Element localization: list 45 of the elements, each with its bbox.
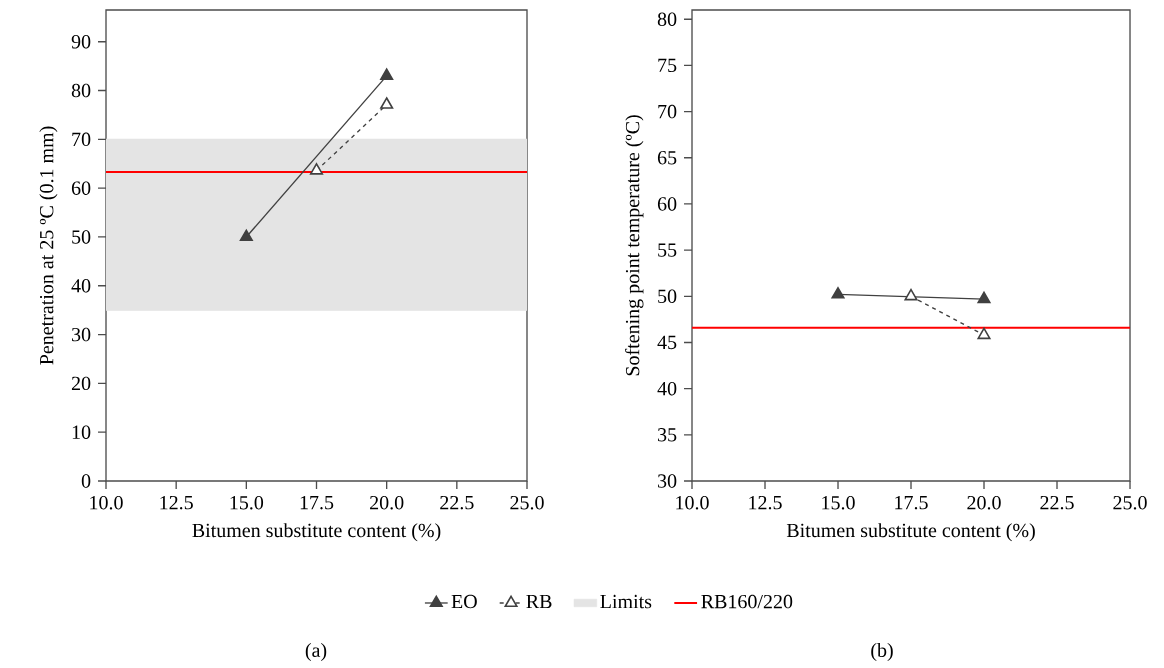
x-tick-label: 22.5 bbox=[440, 495, 474, 510]
y-tick-label: 50 bbox=[658, 289, 677, 304]
legend-label: RB160/220 bbox=[701, 594, 793, 609]
y-tick-label: 40 bbox=[71, 279, 91, 293]
x-tick-label: 15.0 bbox=[822, 495, 855, 510]
x-tick-label: 20.0 bbox=[967, 495, 1001, 510]
x-tick-label: 22.5 bbox=[1040, 495, 1074, 510]
y-tick-label: 35 bbox=[658, 428, 677, 442]
x-tick-label: 25.0 bbox=[510, 495, 544, 510]
x-axis-title: Bitumen substitute content (%) bbox=[192, 523, 441, 542]
y-tick-label: 70 bbox=[72, 132, 91, 147]
legend-label: Limits bbox=[600, 594, 652, 609]
y-tick-label: 30 bbox=[658, 474, 677, 488]
y-tick-label: 0 bbox=[81, 474, 91, 488]
y-tick-label: 75 bbox=[658, 58, 677, 73]
x-tick-label: 17.5 bbox=[895, 495, 928, 510]
y-tick-label: 10 bbox=[72, 425, 91, 439]
y-tick-label: 30 bbox=[72, 327, 91, 342]
y-tick-label: 20 bbox=[71, 376, 91, 391]
y-tick-label: 45 bbox=[657, 335, 677, 350]
x-tick-label: 10.0 bbox=[676, 495, 709, 510]
y-tick-label: 65 bbox=[657, 151, 677, 165]
x-tick-label: 25.0 bbox=[1113, 495, 1147, 510]
x-tick-label: 17.5 bbox=[300, 495, 334, 510]
x-axis-title: Bitumen substitute content (%) bbox=[786, 523, 1035, 542]
x-tick-label: 12.5 bbox=[160, 495, 193, 510]
x-tick-label: 15.0 bbox=[230, 495, 264, 510]
y-tick-label: 60 bbox=[657, 197, 677, 211]
y-tick-label: 60 bbox=[71, 181, 91, 195]
y-tick-label: 80 bbox=[657, 12, 677, 26]
text: (b) bbox=[871, 642, 893, 662]
y-tick-label: 55 bbox=[658, 243, 677, 257]
x-tick-label: 10.0 bbox=[90, 495, 123, 510]
y-axis-title: Softening point temperature (ºC) bbox=[625, 115, 644, 376]
y-tick-label: 70 bbox=[658, 104, 677, 119]
y-axis-title: Penetration at 25 ºC (0.1 mm) bbox=[39, 126, 58, 365]
y-tick-label: 90 bbox=[71, 34, 91, 49]
legend-label: RB bbox=[526, 594, 552, 609]
text: (a) bbox=[305, 642, 327, 662]
y-tick-label: 40 bbox=[657, 381, 677, 396]
x-tick-label: 20.0 bbox=[370, 495, 404, 510]
x-tick-label: 12.5 bbox=[749, 495, 782, 510]
y-tick-label: 80 bbox=[71, 83, 91, 98]
legend-label: EO bbox=[451, 594, 477, 609]
y-tick-label: 50 bbox=[72, 230, 91, 244]
